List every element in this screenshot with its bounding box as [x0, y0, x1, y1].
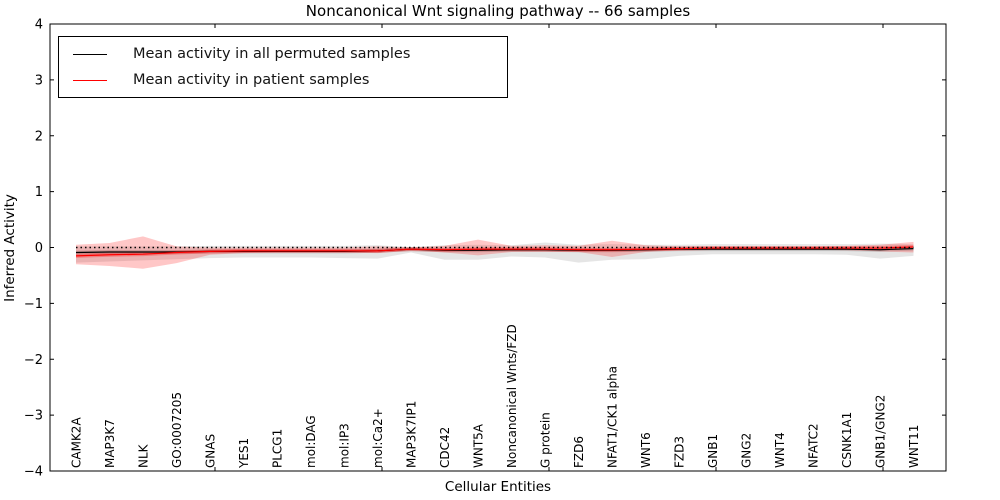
entity-label: GNB1	[706, 434, 720, 468]
y-tick-label: −4	[24, 465, 43, 480]
entity-label: GNAS	[204, 434, 218, 468]
chart-title: Noncanonical Wnt signaling pathway -- 66…	[305, 2, 691, 20]
entity-label: mol:Ca2+	[371, 408, 385, 468]
legend-item-permuted: Mean activity in all permuted samples	[73, 41, 507, 67]
patient-band	[76, 236, 914, 269]
entity-label: WNT11	[907, 425, 921, 468]
legend-label-patient: Mean activity in patient samples	[133, 72, 370, 88]
entity-label: NFATC2	[807, 423, 821, 468]
entity-label: GNG2	[740, 433, 754, 468]
entity-label: WNT5A	[472, 423, 486, 468]
y-tick-label: 1	[35, 185, 43, 200]
y-tick-label: −2	[24, 353, 43, 368]
patient-line-swatch	[73, 79, 107, 81]
entity-label: YES1	[237, 438, 251, 469]
entity-label: mol:DAG	[304, 415, 318, 468]
entity-label: MAP3K7	[103, 419, 117, 468]
entity-label: mol:IP3	[338, 423, 352, 468]
legend-item-patient: Mean activity in patient samples	[73, 67, 507, 93]
y-tick-label: 0	[35, 241, 43, 256]
entity-label: CSNK1A1	[840, 412, 854, 468]
x-axis-label: Cellular Entities	[444, 479, 552, 495]
entity-label: FZD6	[572, 436, 586, 468]
y-tick-label: −1	[24, 297, 43, 312]
legend-label-permuted: Mean activity in all permuted samples	[133, 46, 411, 62]
entity-label: NLK	[137, 443, 151, 468]
entity-label: PLCG1	[271, 429, 285, 468]
entity-label: GO:0007205	[170, 392, 184, 468]
y-tick-label: −3	[24, 409, 43, 424]
entity-label: FZD3	[673, 436, 687, 468]
entity-label: NFAT1/CK1 alpha	[606, 366, 620, 468]
y-tick-label: 4	[35, 18, 43, 33]
permuted-band	[76, 242, 914, 263]
y-tick-label: 3	[35, 73, 43, 88]
entity-label: G protein	[539, 412, 553, 468]
y-axis-label: Inferred Activity	[2, 194, 18, 302]
entity-label: WNT4	[773, 432, 787, 468]
y-tick-label: 2	[35, 129, 43, 144]
legend: Mean activity in all permuted samples Me…	[58, 36, 508, 98]
entity-label: GNB1/GNG2	[874, 395, 888, 468]
entity-label: WNT6	[639, 432, 653, 468]
permuted-line-swatch	[73, 53, 107, 55]
entity-label: CDC42	[438, 427, 452, 468]
entity-label: MAP3K7IP1	[405, 401, 419, 468]
entity-label: CAMK2A	[70, 417, 84, 468]
entity-label: Noncanonical Wnts/FZD	[505, 324, 519, 468]
